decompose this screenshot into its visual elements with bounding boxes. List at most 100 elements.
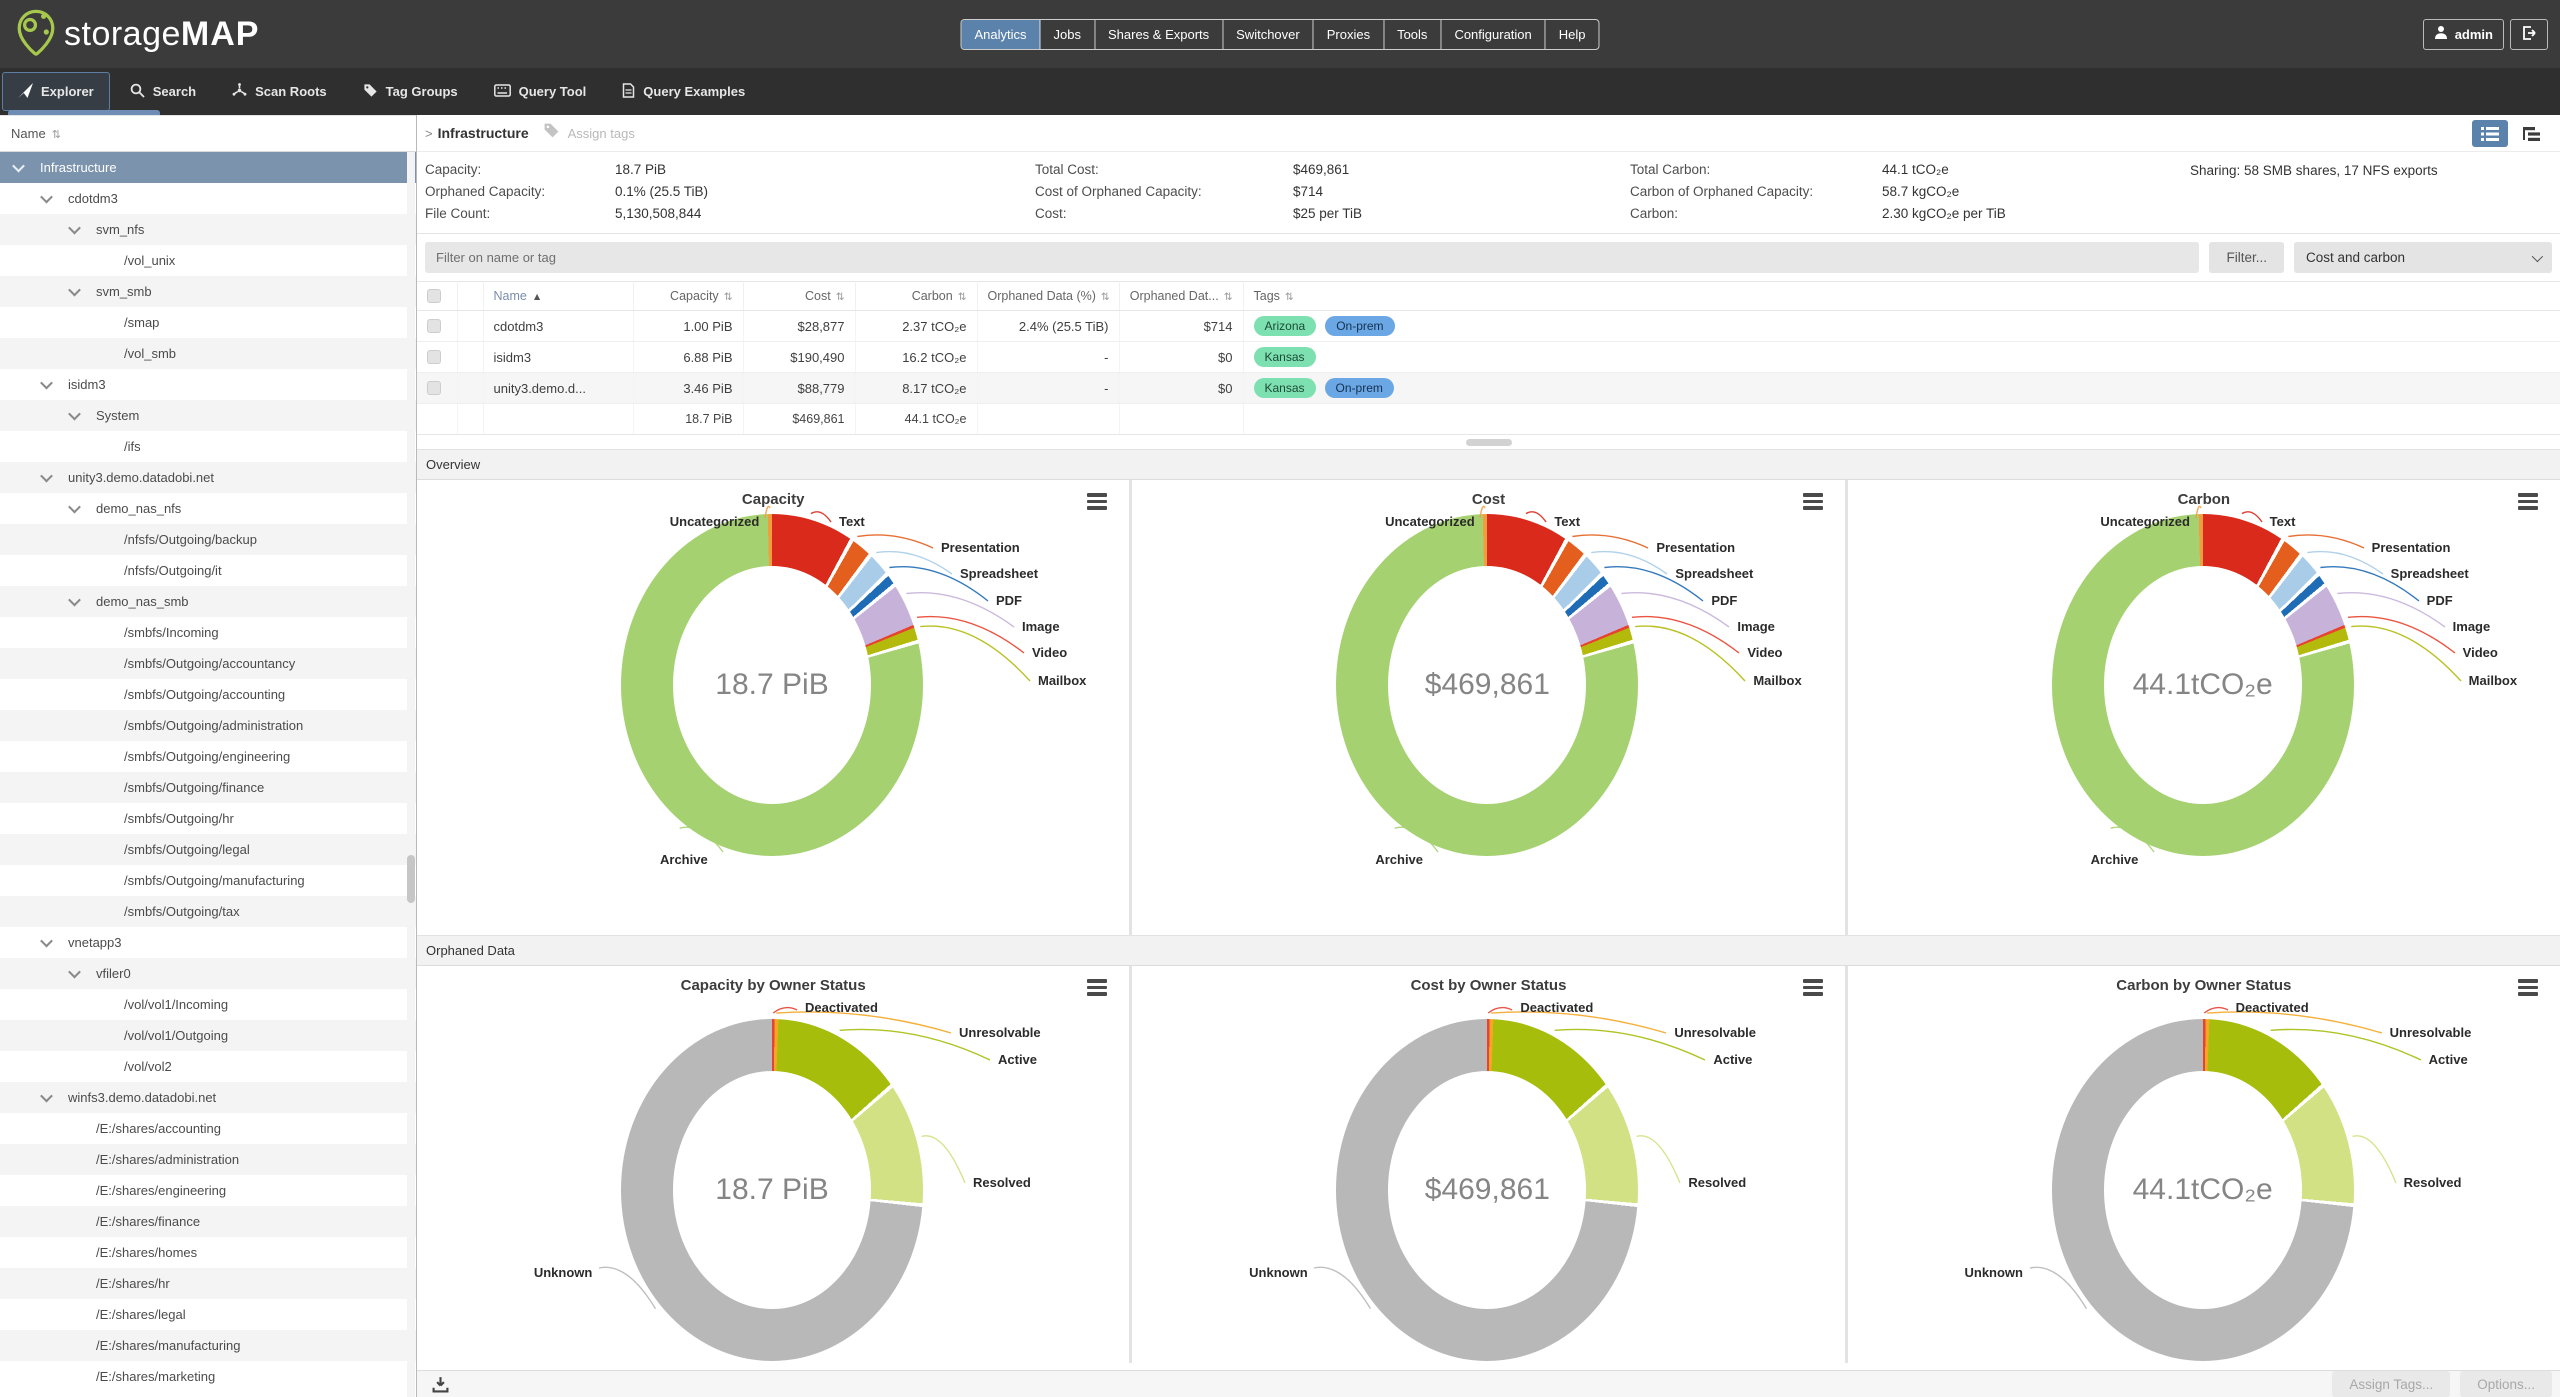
chevron-down-icon[interactable] [40, 376, 53, 390]
tree-item-vol-vol1-outgoing[interactable]: /vol/vol1/Outgoing [0, 1020, 416, 1051]
tree-item-demo-nas-nfs[interactable]: demo_nas_nfs [0, 493, 416, 524]
tree-item-smap[interactable]: /smap [0, 307, 416, 338]
tree-item-smbfs-outgoing-manufacturing[interactable]: /smbfs/Outgoing/manufacturing [0, 865, 416, 896]
column-header-orphaned-dat[interactable]: Orphaned Dat... ⇅ [1119, 281, 1244, 311]
filter-button[interactable]: Filter... [2209, 242, 2284, 273]
slice-label-video: Video [2462, 645, 2498, 660]
nav-tab-switchover[interactable]: Switchover [1223, 19, 1314, 49]
chevron-down-icon[interactable] [68, 500, 81, 514]
nav-tab-help[interactable]: Help [1558, 26, 1586, 42]
tree-item-system[interactable]: System [0, 400, 416, 431]
tree-item-vfiler0[interactable]: vfiler0 [0, 958, 416, 989]
chevron-down-icon[interactable] [68, 221, 81, 235]
tree-item-smbfs-outgoing-administration[interactable]: /smbfs/Outgoing/administration [0, 710, 416, 741]
tree-item-vol-vol1-incoming[interactable]: /vol/vol1/Incoming [0, 989, 416, 1020]
tree-item-cdotdm3[interactable]: cdotdm3 [0, 183, 416, 214]
tree-item-smbfs-outgoing-hr[interactable]: /smbfs/Outgoing/hr [0, 803, 416, 834]
tree-item-e-shares-hr[interactable]: /E:/shares/hr [0, 1268, 416, 1299]
chevron-down-icon[interactable] [40, 190, 53, 204]
tree-column-header[interactable]: Name ⇅ [0, 115, 416, 152]
column-header-orphaned-data[interactable]: Orphaned Data (%) ⇅ [977, 281, 1120, 311]
column-header-tags[interactable]: Tags ⇅ [1243, 281, 2560, 311]
tree-item-e-shares-administration[interactable]: /E:/shares/administration [0, 1144, 416, 1175]
nav-tab-analytics[interactable]: Analytics [961, 19, 1041, 49]
chevron-down-icon[interactable] [40, 469, 53, 483]
tree-item-e-shares-manufacturing[interactable]: /E:/shares/manufacturing [0, 1330, 416, 1361]
tree-item-winfs3-demo-datadobi-net[interactable]: winfs3.demo.datadobi.net [0, 1082, 416, 1113]
stats-group-2: Total Cost: $469,861 Cost of Orphaned Capa… [1035, 162, 1630, 221]
tree-item-svm-nfs[interactable]: svm_nfs [0, 214, 416, 245]
chevron-down-icon[interactable] [68, 593, 81, 607]
chevron-down-icon[interactable] [40, 1089, 53, 1103]
filter-input[interactable] [425, 242, 2200, 273]
tree-item-e-shares-marketing[interactable]: /E:/shares/marketing [0, 1361, 416, 1392]
chart-menu-icon[interactable] [1802, 493, 1823, 513]
select-all-checkbox[interactable] [427, 289, 441, 303]
tree-item-demo-nas-smb[interactable]: demo_nas_smb [0, 586, 416, 617]
chevron-down-icon[interactable] [68, 283, 81, 297]
tree-item-vnetapp3[interactable]: vnetapp3 [0, 927, 416, 958]
tree-item-e-shares-legal[interactable]: /E:/shares/legal [0, 1299, 416, 1330]
tree-item-e-shares-homes[interactable]: /E:/shares/homes [0, 1237, 416, 1268]
toolbar-item-explorer[interactable]: Explorer [2, 72, 110, 111]
tree-item-vol-unix[interactable]: /vol_unix [0, 245, 416, 276]
tree-item-smbfs-outgoing-tax[interactable]: /smbfs/Outgoing/tax [0, 896, 416, 927]
chevron-down-icon[interactable] [68, 965, 81, 979]
tree-item-smbfs-outgoing-engineering[interactable]: /smbfs/Outgoing/engineering [0, 741, 416, 772]
chevron-down-icon[interactable] [68, 407, 81, 421]
logout-button[interactable] [2510, 18, 2548, 50]
row-checkbox[interactable] [427, 381, 441, 395]
download-button[interactable] [425, 1373, 455, 1396]
row-checkbox[interactable] [427, 319, 441, 333]
nav-tab-jobs[interactable]: Jobs [1041, 19, 1095, 49]
column-header-cost[interactable]: Cost ⇅ [743, 281, 856, 311]
admin-user-button[interactable]: admin [2422, 18, 2504, 50]
sidebar-scrollbar-track[interactable] [407, 152, 415, 1397]
tree-item-e-shares-engineering[interactable]: /E:/shares/engineering [0, 1175, 416, 1206]
view-mode-select[interactable]: Cost and carbon [2294, 242, 2552, 273]
row-checkbox[interactable] [427, 350, 441, 364]
tree-item-nfsfs-outgoing-backup[interactable]: /nfsfs/Outgoing/backup [0, 524, 416, 555]
tree-item-smbfs-outgoing-finance[interactable]: /smbfs/Outgoing/finance [0, 772, 416, 803]
tree-item-infrastructure[interactable]: Infrastructure [0, 152, 416, 183]
chart-menu-icon[interactable] [1087, 493, 1108, 513]
panel-resize-handle[interactable] [1465, 439, 1512, 446]
chevron-down-icon[interactable] [12, 159, 25, 173]
chart-menu-icon[interactable] [2517, 493, 2538, 513]
assign-tags-link[interactable]: Assign tags [567, 125, 635, 141]
list-view-toggle[interactable] [2472, 120, 2508, 147]
chart-menu-icon[interactable] [1087, 979, 1108, 999]
tree-item-ifs[interactable]: /ifs [0, 431, 416, 462]
options-button[interactable]: Options... [2460, 1371, 2552, 1397]
assign-tags-button[interactable]: Assign Tags... [2332, 1371, 2451, 1397]
column-header-carbon[interactable]: Carbon ⇅ [855, 281, 978, 311]
tree-item-nfsfs-outgoing-it[interactable]: /nfsfs/Outgoing/it [0, 555, 416, 586]
tree-item-smbfs-incoming[interactable]: /smbfs/Incoming [0, 617, 416, 648]
sidebar-scrollbar-thumb[interactable] [407, 855, 415, 903]
toolbar-item-tag-groups[interactable]: Tag Groups [347, 72, 474, 111]
toolbar-item-search[interactable]: Search [114, 72, 212, 111]
nav-tab-tools[interactable]: Tools [1384, 19, 1442, 49]
toolbar-item-query-examples[interactable]: Query Examples [606, 72, 761, 111]
chart-menu-icon[interactable] [2517, 979, 2538, 999]
tree-item-e-shares-finance[interactable]: /E:/shares/finance [0, 1206, 416, 1237]
tree-view-toggle[interactable] [2514, 120, 2550, 147]
tree-item-vol-vol2[interactable]: /vol/vol2 [0, 1051, 416, 1082]
tree-item-smbfs-outgoing-accountancy[interactable]: /smbfs/Outgoing/accountancy [0, 648, 416, 679]
tree-item-vol-smb[interactable]: /vol_smb [0, 338, 416, 369]
column-header-name[interactable]: Name ▲ [483, 281, 634, 311]
chart-menu-icon[interactable] [1802, 979, 1823, 999]
chevron-down-icon[interactable] [40, 934, 53, 948]
toolbar-item-scan-roots[interactable]: Scan Roots [216, 72, 343, 111]
tree-item-smbfs-outgoing-legal[interactable]: /smbfs/Outgoing/legal [0, 834, 416, 865]
tree-item-svm-smb[interactable]: svm_smb [0, 276, 416, 307]
column-header-capacity[interactable]: Capacity ⇅ [633, 281, 744, 311]
tree-item-isidm3[interactable]: isidm3 [0, 369, 416, 400]
toolbar-item-query-tool[interactable]: Query Tool [478, 72, 603, 111]
nav-tab-proxies[interactable]: Proxies [1314, 19, 1385, 49]
tree-item-unity3-demo-datadobi-net[interactable]: unity3.demo.datadobi.net [0, 462, 416, 493]
nav-tab-configuration[interactable]: Configuration [1441, 19, 1546, 49]
tree-item-e-shares-accounting[interactable]: /E:/shares/accounting [0, 1113, 416, 1144]
nav-tab-shares-exports[interactable]: Shares & Exports [1095, 19, 1224, 49]
tree-item-smbfs-outgoing-accounting[interactable]: /smbfs/Outgoing/accounting [0, 679, 416, 710]
